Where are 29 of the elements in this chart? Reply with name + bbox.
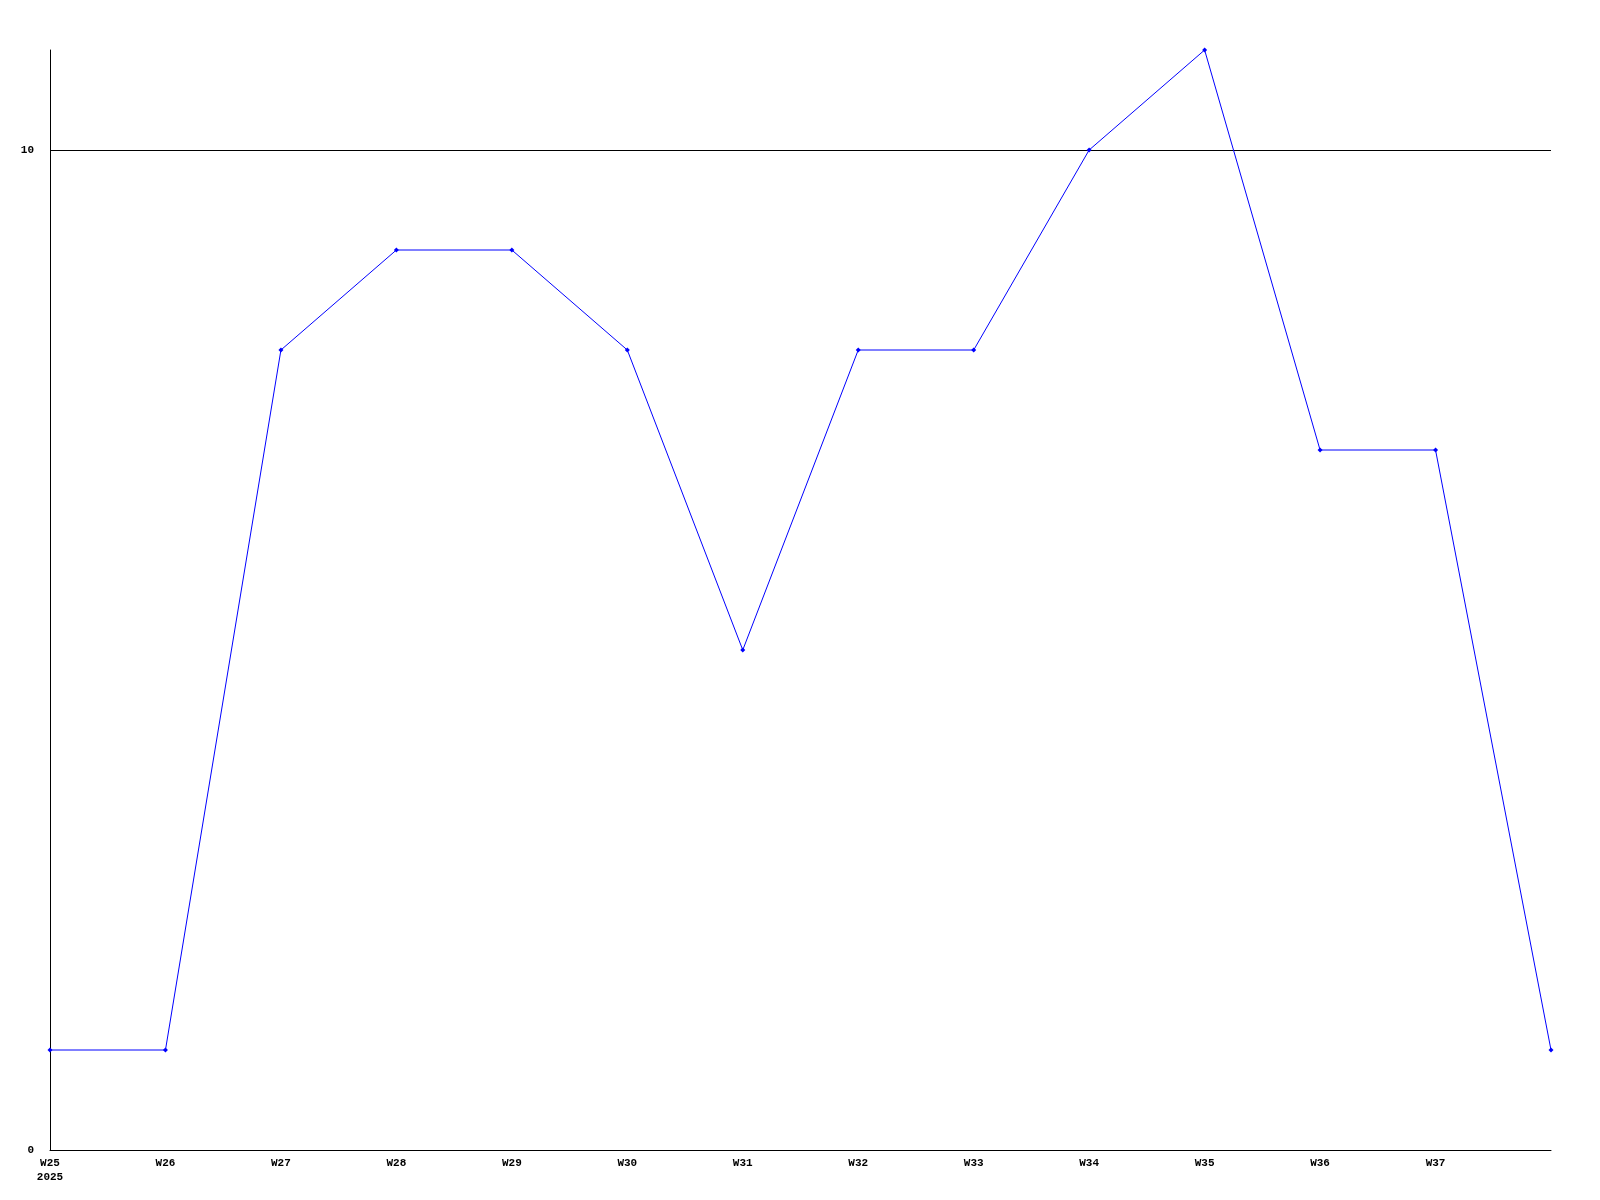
point bbox=[1317, 447, 1323, 453]
point bbox=[1086, 147, 1092, 153]
x-tick-label: W26 bbox=[155, 1157, 176, 1169]
point bbox=[1202, 47, 1208, 53]
x-tick-label: W35 bbox=[1194, 1157, 1215, 1169]
x-tick-label: W27 bbox=[271, 1157, 291, 1169]
x-tick-label: W32 bbox=[848, 1157, 869, 1169]
point bbox=[740, 647, 746, 653]
point bbox=[393, 247, 399, 253]
x-tick-label: W33 bbox=[963, 1157, 984, 1169]
y-tick-label: 10 bbox=[20, 144, 34, 156]
point bbox=[509, 247, 515, 253]
x-tick-label: W30 bbox=[617, 1157, 638, 1169]
x-tick-label: W31 bbox=[732, 1157, 754, 1169]
x-tick-label: W28 bbox=[386, 1157, 407, 1169]
point bbox=[162, 1047, 168, 1053]
point bbox=[47, 1047, 53, 1053]
x-tick-label: W36 bbox=[1310, 1157, 1330, 1169]
point bbox=[624, 347, 630, 353]
x-tick-label: W37 bbox=[1425, 1157, 1446, 1169]
x-tick-label: W29 bbox=[501, 1157, 522, 1169]
point bbox=[1548, 1047, 1554, 1053]
point bbox=[278, 347, 284, 353]
point bbox=[1433, 447, 1439, 453]
y-tick-label: 0 bbox=[27, 1144, 34, 1156]
x-tick-label: W25 2025 bbox=[36, 1157, 64, 1183]
x-tick-label: W34 bbox=[1079, 1157, 1100, 1169]
point bbox=[971, 347, 977, 353]
point bbox=[855, 347, 861, 353]
